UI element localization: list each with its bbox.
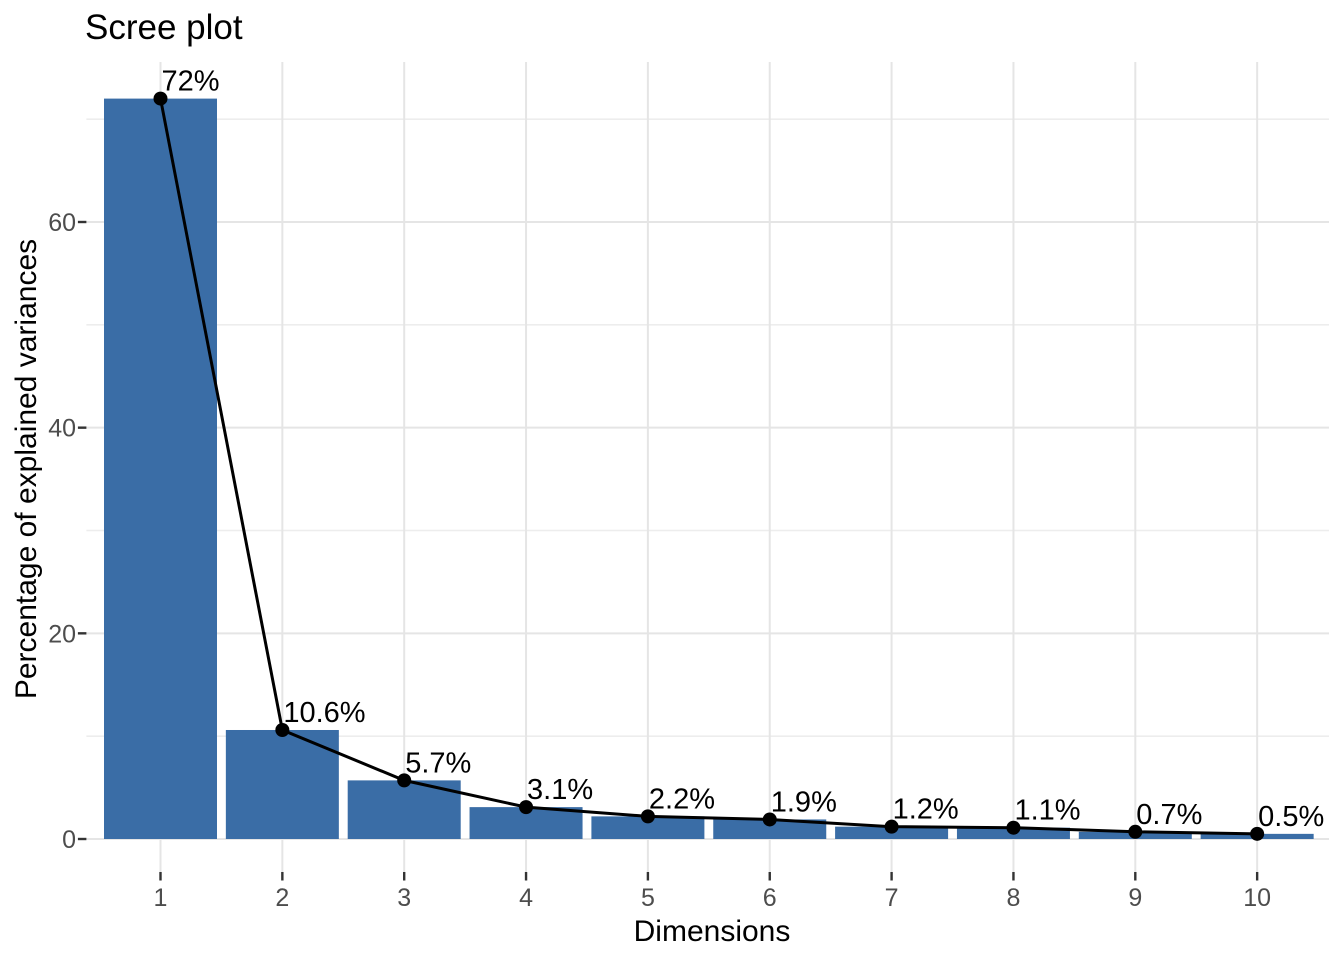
data-point [762,812,777,827]
grid-layer [86,62,1329,872]
label-layer: 72% 10.6% 5.7% 3.1% 2.2% 1.9% 1.2% 1.1% 0.7% 0.5% [162,66,1325,833]
data-point [153,91,168,106]
x-tick-label: 6 [763,884,777,912]
x-tick-label: 8 [1006,884,1020,912]
data-label: 72% [162,66,220,98]
x-tick-label: 5 [641,884,655,912]
data-label: 10.6% [283,697,365,729]
data-point [1128,824,1143,839]
line-layer [153,91,1265,841]
bar-layer [104,98,1314,839]
data-point [275,722,290,737]
x-tick-label: 4 [519,884,533,912]
data-point [1250,826,1265,841]
variance-bar [104,98,217,839]
data-point [640,809,655,824]
y-axis-title: Percentage of explained variances [10,239,43,699]
data-label: 0.5% [1258,801,1324,833]
x-tick-label: 3 [397,884,411,912]
x-axis-title: Dimensions [634,915,791,948]
plot-title: Scree plot [85,8,243,47]
y-tick-label: 0 [62,826,76,854]
data-label: 1.9% [771,786,837,818]
data-point [884,819,899,834]
x-tick-label: 1 [154,884,168,912]
data-label: 1.1% [1014,795,1080,827]
y-tick-label: 60 [48,209,76,237]
variance-bar [225,729,339,839]
x-tick-label: 9 [1128,884,1142,912]
x-tick-label: 10 [1243,884,1271,912]
data-label: 5.7% [405,747,471,779]
x-tick-label: 2 [275,884,289,912]
data-label: 0.7% [1136,799,1202,831]
data-point [519,800,534,815]
data-label: 1.2% [893,794,959,826]
variance-bar [591,816,705,839]
data-label: 2.2% [649,783,715,815]
x-tick-label: 7 [885,884,899,912]
variance-line [159,98,1258,836]
axis-layer: 1 2 3 4 5 6 7 8 9 10 0 20 40 60 [48,209,1271,912]
y-tick-label: 20 [48,620,76,648]
data-label: 3.1% [527,774,593,806]
data-point [1006,820,1021,835]
y-tick-label: 40 [48,415,76,443]
variance-bar [713,819,827,839]
data-point [397,773,412,788]
